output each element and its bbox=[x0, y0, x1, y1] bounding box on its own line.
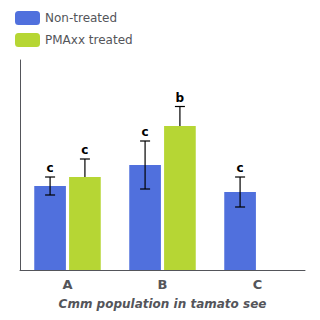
svg-text:A: A bbox=[62, 277, 72, 292]
svg-text:b: b bbox=[176, 91, 185, 105]
svg-text:c: c bbox=[47, 161, 54, 175]
svg-text:B: B bbox=[158, 277, 168, 292]
svg-text:c: c bbox=[237, 161, 244, 175]
svg-text:C: C bbox=[253, 277, 263, 292]
svg-text:Non-treated: Non-treated bbox=[45, 11, 117, 25]
svg-text:c: c bbox=[142, 125, 149, 139]
svg-text:Cmm population in tamato see: Cmm population in tamato see bbox=[59, 297, 267, 311]
svg-text:c: c bbox=[81, 143, 88, 157]
svg-text:PMAxx treated: PMAxx treated bbox=[45, 33, 133, 47]
